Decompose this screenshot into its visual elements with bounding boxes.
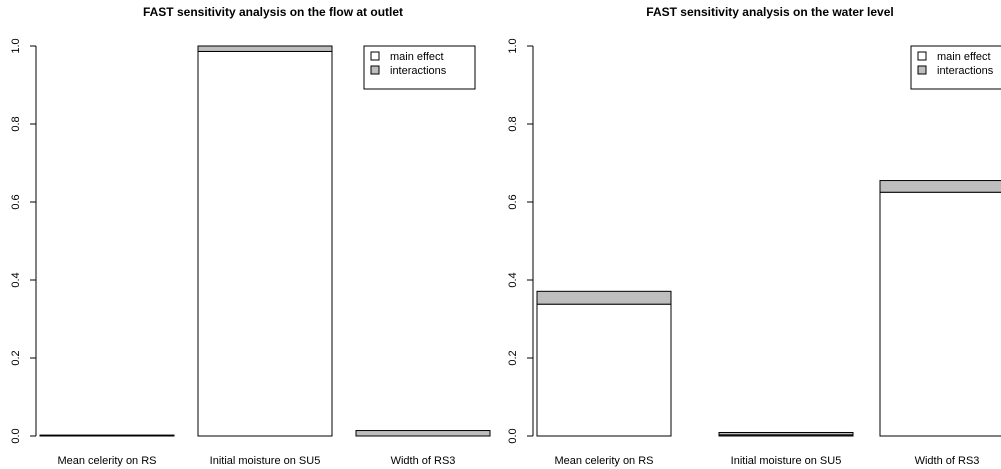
x-tick-label: Width of RS3 (915, 455, 980, 467)
chart-marks (39, 45, 491, 437)
y-tick-label: 0.6 (10, 194, 22, 209)
legend-swatch (370, 65, 380, 75)
y-tick-label: 0.2 (507, 350, 519, 365)
chart-panel-flow-at-outlet: FAST sensitivity analysis on the flow at… (10, 5, 491, 467)
y-tick-label: 0.2 (10, 350, 22, 365)
bar-main-effect (197, 50, 333, 437)
legend-label: main effect (937, 51, 991, 63)
bar-interactions (718, 431, 854, 436)
bar-main-effect (879, 191, 1001, 437)
x-tick-label: Initial moisture on SU5 (731, 455, 842, 467)
y-tick-label: 0.8 (507, 116, 519, 131)
y-axis: 0.0 0.2 0.4 0.6 0.8 1.0 (10, 38, 37, 444)
bar-interactions (355, 430, 491, 437)
x-tick-label: Initial moisture on SU5 (210, 455, 321, 467)
chart-title: FAST sensitivity analysis on the water l… (646, 5, 893, 19)
legend: main effect interactions (363, 45, 476, 90)
y-tick-label: 0.4 (507, 272, 519, 287)
y-tick-label: 0.4 (10, 272, 22, 287)
legend-swatch (370, 51, 380, 61)
bar-interactions (879, 180, 1001, 193)
chart-marks (536, 180, 1001, 437)
y-tick-label: 0.0 (10, 428, 22, 443)
bar-interactions (197, 45, 333, 52)
x-tick-label: Mean celerity on RS (57, 455, 156, 467)
y-tick-label: 0.6 (507, 194, 519, 209)
legend-label: interactions (390, 65, 447, 77)
legend-swatch (917, 51, 927, 61)
bar-interactions (536, 290, 672, 305)
legend-label: interactions (937, 65, 994, 77)
y-axis: 0.0 0.2 0.4 0.6 0.8 1.0 (507, 38, 534, 444)
y-tick-label: 0.0 (507, 428, 519, 443)
chart-title: FAST sensitivity analysis on the flow at… (143, 5, 403, 19)
legend-swatch (917, 65, 927, 75)
legend: main effect interactions (910, 45, 1001, 90)
x-axis-labels: Mean celerity on RS Initial moisture on S… (554, 455, 979, 467)
x-tick-label: Mean celerity on RS (554, 455, 653, 467)
legend-label: main effect (390, 51, 444, 63)
x-axis-labels: Mean celerity on RS Initial moisture on S… (57, 455, 455, 467)
y-tick-label: 1.0 (10, 38, 22, 53)
bar-main-effect (536, 303, 672, 437)
y-tick-label: 1.0 (507, 38, 519, 53)
bar-interactions (39, 434, 175, 437)
x-tick-label: Width of RS3 (391, 455, 456, 467)
chart-panel-water-level: FAST sensitivity analysis on the water l… (507, 5, 1001, 467)
y-tick-label: 0.8 (10, 116, 22, 131)
legend-box (363, 45, 476, 90)
